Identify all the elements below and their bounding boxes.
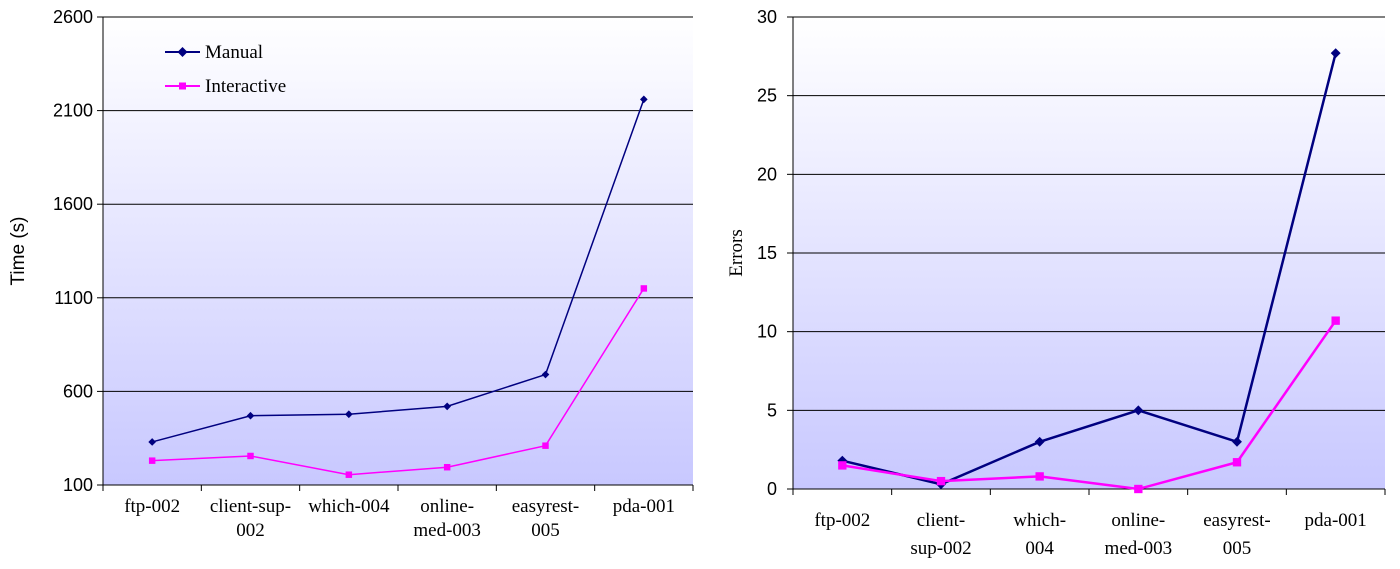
errors-y-tick-label: 0 (767, 479, 777, 499)
data-point-interactive (148, 457, 156, 464)
data-point-interactive (1035, 472, 1044, 481)
errors-y-ticks: 0 5 10 15 20 25 30 (757, 7, 777, 499)
errors-y-axis-title: Errors (726, 229, 747, 276)
errors-series (837, 48, 1341, 494)
time-category-label: client-sup-002 (210, 496, 291, 541)
data-point-interactive (838, 461, 847, 470)
data-point-interactive (247, 452, 254, 460)
time-y-tick-label: 1100 (54, 288, 93, 308)
time-category-label: ftp-002 (124, 496, 180, 517)
data-point-interactive (542, 442, 549, 449)
time-gridlines (103, 16, 693, 392)
errors-y-tick-label: 30 (757, 7, 777, 27)
data-point-interactive (1232, 458, 1242, 467)
time-category-label: pda-001 (613, 496, 675, 517)
errors-gridlines (793, 16, 1385, 411)
data-point-manual (640, 95, 648, 104)
time-y-tick-label: 600 (63, 381, 93, 401)
errors-chart: 0 5 10 15 20 25 30 ftp-002 client-sup-002 which-… (726, 7, 1386, 559)
errors-category-label: client-sup-002 (910, 510, 971, 559)
errors-y-tick-label: 15 (757, 243, 777, 263)
time-y-tick-label: 2100 (53, 101, 93, 121)
data-point-manual (1232, 436, 1242, 447)
time-x-ticks: ftp-002 client-sup-002 which-004 online-med… (124, 496, 675, 541)
errors-category-label: ftp-002 (814, 510, 870, 531)
data-point-interactive (345, 471, 353, 478)
data-point-manual (1133, 405, 1144, 416)
data-point-manual (1034, 436, 1045, 447)
errors-y-tick-label: 20 (757, 164, 777, 184)
data-point-manual (541, 370, 550, 379)
time-axes (97, 16, 694, 491)
errors-y-tick-label: 25 (757, 86, 777, 106)
data-point-manual (1330, 48, 1341, 59)
series-line-interactive (152, 288, 645, 476)
data-point-manual (443, 402, 451, 411)
data-point-interactive (640, 285, 648, 292)
data-point-interactive (1331, 316, 1340, 325)
errors-y-tick-label: 5 (767, 400, 777, 420)
series-line-interactive (842, 319, 1337, 491)
time-y-tick-label: 2600 (53, 7, 93, 27)
time-y-tick-label: 1600 (53, 194, 93, 214)
time-y-tick-label: 100 (63, 475, 93, 495)
legend-manual-label: Manual (205, 42, 263, 63)
errors-category-label: pda-001 (1305, 510, 1367, 531)
errors-category-label: which-004 (1013, 510, 1066, 559)
time-category-label: online-med-003 (413, 496, 481, 541)
data-point-manual (345, 410, 353, 419)
errors-x-ticks: ftp-002 client-sup-002 which-004 online-med… (814, 510, 1366, 559)
legend-manual-marker (177, 47, 188, 57)
series-line-manual (842, 52, 1337, 486)
time-y-ticks: 100 600 1100 1600 2100 2600 (53, 7, 93, 495)
errors-y-tick-label: 10 (757, 322, 777, 342)
time-category-label: easyrest-005 (512, 496, 580, 541)
series-line-manual (151, 99, 645, 443)
time-chart: 100 600 1100 1600 2100 2600 ftp-002 client-sup… (8, 7, 694, 541)
data-point-manual (246, 411, 255, 420)
time-y-axis-title: Time (s) (8, 217, 29, 286)
legend: Manual Interactive (165, 42, 286, 97)
data-point-interactive (443, 463, 451, 471)
time-series (148, 95, 648, 478)
errors-axes (787, 16, 1386, 495)
errors-category-label: online-med-003 (1105, 510, 1173, 559)
data-point-interactive (1134, 484, 1143, 494)
legend-interactive-marker (179, 82, 186, 90)
data-point-manual (148, 438, 156, 446)
legend-interactive-label: Interactive (205, 76, 286, 97)
data-point-interactive (936, 476, 946, 486)
errors-category-label: easyrest-005 (1203, 510, 1271, 559)
time-category-label: which-004 (308, 496, 390, 517)
time-plot-area (103, 17, 693, 485)
